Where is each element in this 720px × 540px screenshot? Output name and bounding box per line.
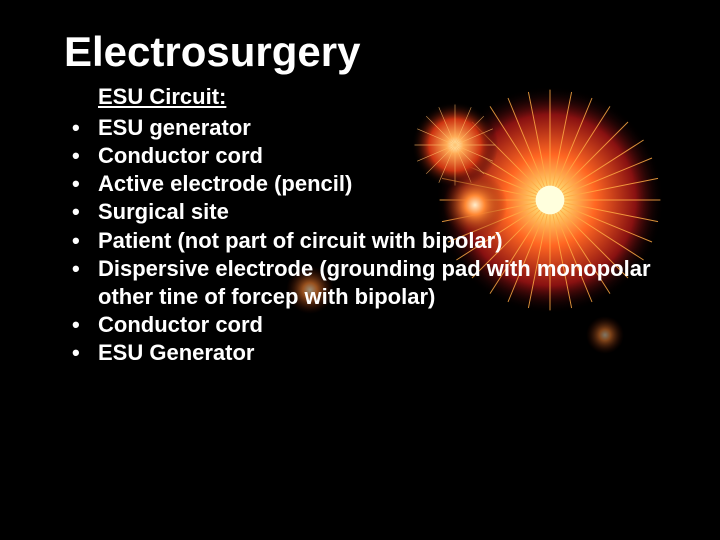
slide-title: Electrosurgery: [64, 28, 680, 76]
list-item: Surgical site: [62, 198, 680, 226]
list-item: ESU generator: [62, 114, 680, 142]
list-item: Conductor cord: [62, 311, 680, 339]
list-item: Patient (not part of circuit with bipola…: [62, 227, 680, 255]
list-item: Dispersive electrode (grounding pad with…: [62, 255, 680, 311]
slide-content: Electrosurgery ESU Circuit: ESU generato…: [0, 0, 720, 367]
slide-subtitle: ESU Circuit:: [98, 84, 680, 110]
list-item: Active electrode (pencil): [62, 170, 680, 198]
list-item: ESU Generator: [62, 339, 680, 367]
list-item: Conductor cord: [62, 142, 680, 170]
bullet-list: ESU generator Conductor cord Active elec…: [56, 114, 680, 367]
